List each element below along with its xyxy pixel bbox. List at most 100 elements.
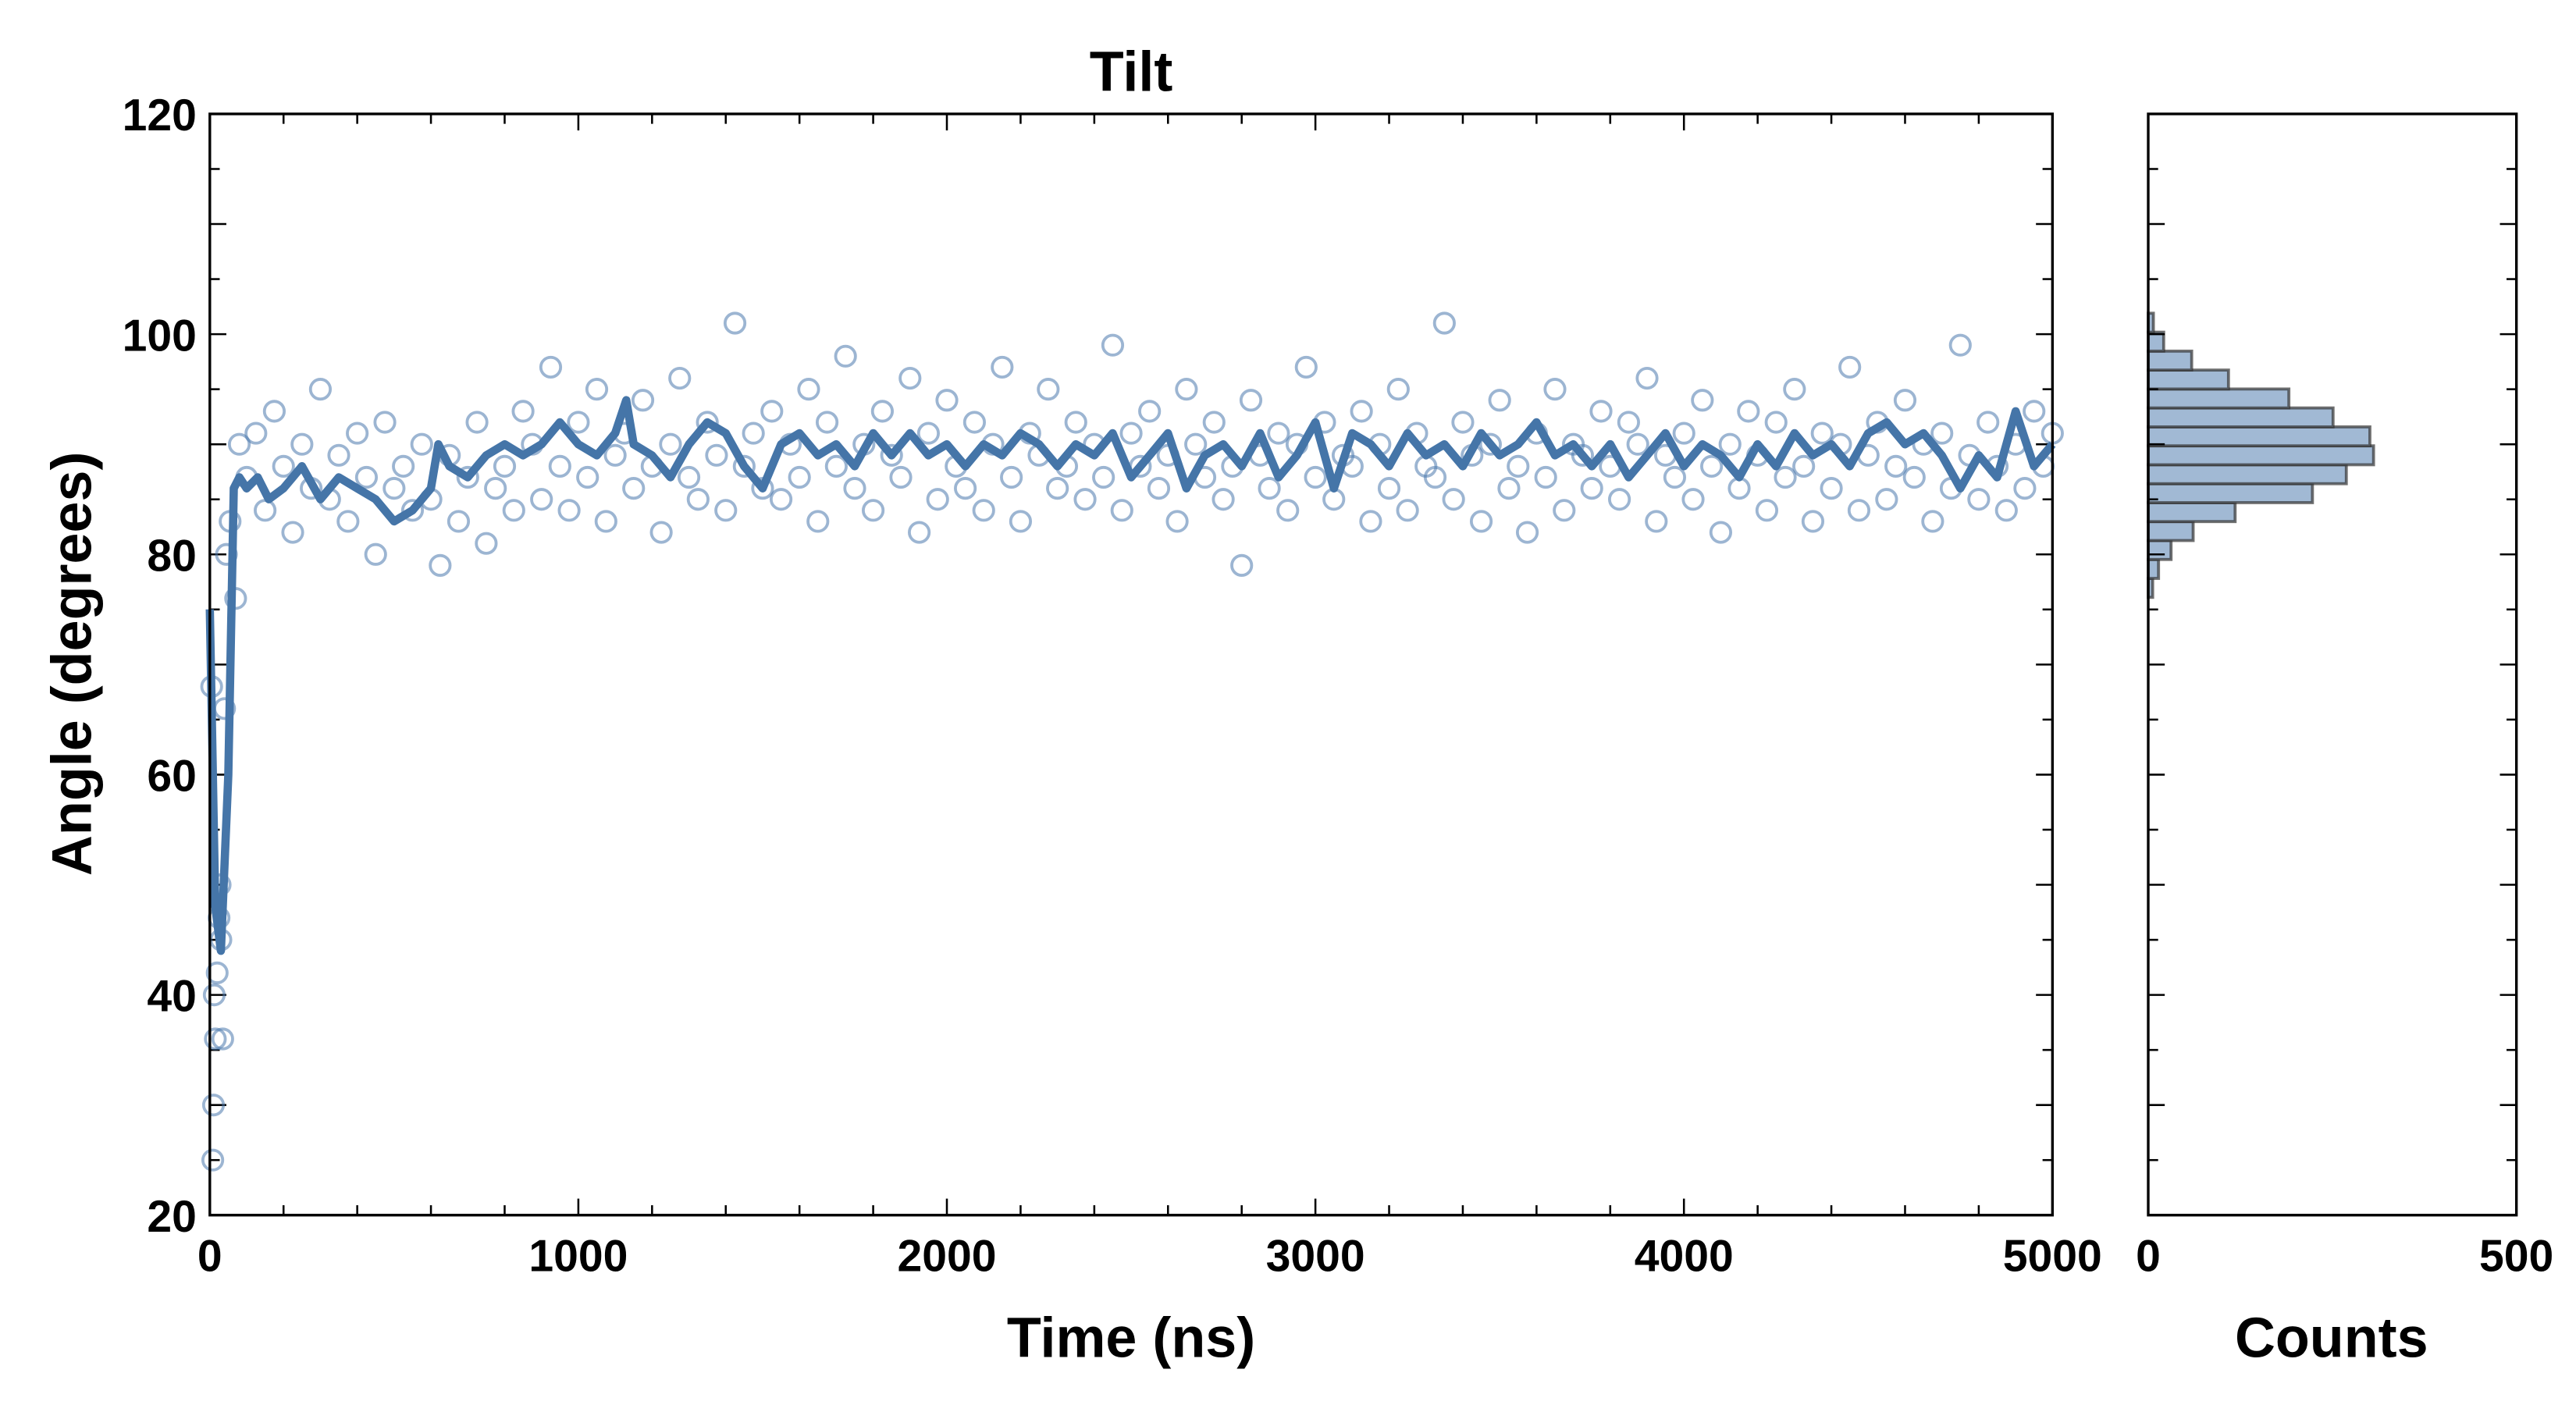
scatter-point [1258, 477, 1281, 500]
scatter-point [1902, 465, 1926, 489]
scatter-point [1488, 389, 1511, 412]
scatter-point [1147, 477, 1171, 500]
scatter-point [244, 422, 268, 445]
scatter-point [1184, 432, 1208, 456]
scatter-point [262, 400, 286, 423]
scatter-point [201, 1094, 226, 1117]
x-axis-title: Time (ns) [1007, 1307, 1255, 1370]
x-tick-label: 2000 [898, 1232, 997, 1282]
scatter-point [1543, 378, 1567, 401]
scatter-point [336, 510, 360, 533]
scatter-point [1801, 510, 1825, 533]
scatter-point [732, 454, 756, 478]
scatter-point [659, 432, 682, 456]
scatter-point [227, 432, 251, 456]
x-tick-label: 4000 [1635, 1232, 1734, 1282]
scatter-point [649, 521, 673, 544]
scatter-point [1515, 521, 1539, 544]
scatter-point [429, 553, 452, 577]
scatter-point [1276, 499, 1300, 522]
scatter-point [668, 366, 692, 390]
scatter-point [908, 521, 931, 544]
scatter-point [815, 411, 839, 434]
histogram-bar [2147, 368, 2230, 391]
scatter-point [677, 465, 701, 489]
y-tick-label: 60 [147, 752, 197, 802]
scatter-point [926, 488, 949, 511]
histogram-bar [2147, 387, 2291, 410]
scatter-point [1165, 510, 1189, 533]
main-axis-ticks [208, 112, 2054, 1217]
scatter-point [1092, 465, 1115, 489]
x-tick-label: 3000 [1266, 1232, 1365, 1282]
scatter-point [1774, 465, 1797, 489]
y-tick-label: 20 [147, 1192, 197, 1242]
histogram-x-tick-label: 0 [2136, 1232, 2161, 1282]
scatter-point [2013, 477, 2037, 500]
chart-title: Tilt [1090, 41, 1173, 103]
scatter-point [1589, 400, 1613, 423]
scatter-point [576, 465, 600, 489]
scatter-point [1783, 378, 1806, 401]
scatter-point [797, 378, 820, 401]
scatter-point [1571, 443, 1594, 467]
scatter-point [548, 454, 571, 478]
scatter-point [281, 521, 304, 544]
scatter-point [327, 443, 350, 467]
scatter-point [539, 355, 563, 379]
scatter-point [991, 355, 1014, 379]
scatter-point [1847, 499, 1871, 522]
scatter-point [1626, 432, 1649, 456]
scatter-point [1046, 477, 1069, 500]
scatter-point [723, 311, 747, 335]
scatter-point [1893, 389, 1917, 412]
scatter-point [1423, 465, 1447, 489]
scatter-point [1534, 465, 1557, 489]
scatter-point [204, 1027, 227, 1051]
x-tick-label: 1000 [528, 1232, 628, 1282]
scatter-point [493, 454, 517, 478]
histogram-bar [2147, 349, 2194, 372]
scatter-point [201, 1148, 225, 1172]
histogram-bar [2147, 444, 2375, 467]
scatter-point [1553, 499, 1576, 522]
scatter-point [475, 532, 498, 555]
scatter-point [1976, 411, 2000, 434]
scatter-point [954, 477, 977, 500]
y-tick-label: 120 [123, 91, 197, 140]
histogram-bar [2147, 425, 2371, 448]
scatter-point [594, 510, 617, 533]
x-tick-label: 0 [197, 1232, 222, 1282]
scatter-point [308, 378, 333, 401]
scatter-point [898, 366, 922, 390]
scatter-point [870, 400, 894, 423]
scatter-point [511, 400, 535, 423]
histogram-frame [2147, 112, 2518, 1217]
histogram-bar [2147, 501, 2237, 524]
scatter-point [465, 411, 489, 434]
scatter-point [484, 477, 507, 500]
scatter-point [1230, 553, 1254, 577]
scatter-point [1432, 311, 1456, 335]
histogram-bar [2147, 520, 2195, 542]
scatter-point [1967, 488, 1991, 511]
scatter-point [1635, 366, 1659, 390]
running-mean-line [205, 396, 2056, 955]
scatter-point [834, 344, 857, 368]
scatter-point [843, 477, 866, 500]
scatter-point [382, 477, 406, 500]
scatter-point [1700, 454, 1724, 478]
scatter-point [1469, 510, 1493, 533]
scatter-point [456, 465, 479, 489]
scatter-point [202, 983, 226, 1007]
scatter-point [410, 432, 433, 456]
scatter-point [1497, 477, 1521, 500]
x-tick-label: 5000 [2003, 1232, 2102, 1282]
scatter-point [1267, 422, 1290, 445]
main-tick-labels: 0 1000 2000 3000 4000 5000 20 40 60 80 100 120 [123, 91, 2102, 1282]
scatter-point [760, 400, 784, 423]
scatter-point [889, 465, 913, 489]
scatter-point [567, 411, 590, 434]
scatter-point [861, 499, 885, 522]
scatter-point [686, 488, 710, 511]
